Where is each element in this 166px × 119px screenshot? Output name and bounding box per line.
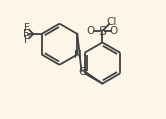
Text: N: N (74, 50, 82, 60)
Text: O: O (87, 26, 95, 36)
Text: F: F (23, 29, 29, 39)
Text: S: S (98, 25, 106, 38)
Text: O: O (110, 26, 118, 36)
Text: Cl: Cl (107, 17, 117, 27)
Text: F: F (24, 35, 30, 45)
Text: O: O (78, 67, 86, 77)
Text: F: F (24, 23, 30, 33)
